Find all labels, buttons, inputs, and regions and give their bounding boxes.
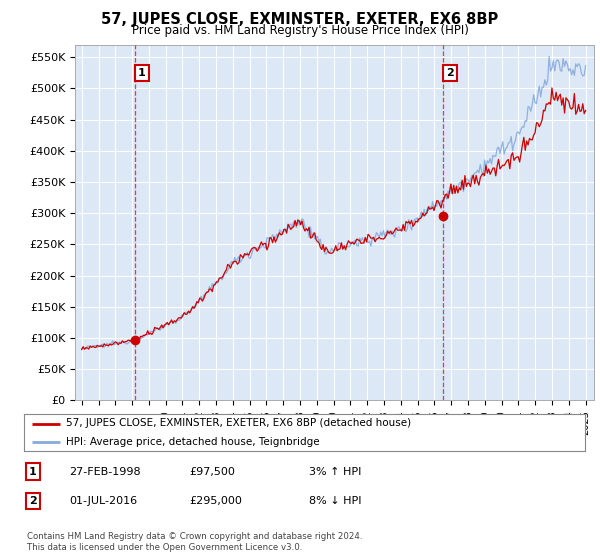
Text: 57, JUPES CLOSE, EXMINSTER, EXETER, EX6 8BP: 57, JUPES CLOSE, EXMINSTER, EXETER, EX6 … [101,12,499,27]
Text: 1: 1 [138,68,146,78]
Text: 1: 1 [29,466,37,477]
Text: 8% ↓ HPI: 8% ↓ HPI [309,496,361,506]
Text: 3% ↑ HPI: 3% ↑ HPI [309,466,361,477]
Text: £295,000: £295,000 [189,496,242,506]
Text: 2: 2 [29,496,37,506]
Text: 57, JUPES CLOSE, EXMINSTER, EXETER, EX6 8BP (detached house): 57, JUPES CLOSE, EXMINSTER, EXETER, EX6 … [66,418,411,428]
Text: This data is licensed under the Open Government Licence v3.0.: This data is licensed under the Open Gov… [27,543,302,552]
Text: 01-JUL-2016: 01-JUL-2016 [69,496,137,506]
Text: HPI: Average price, detached house, Teignbridge: HPI: Average price, detached house, Teig… [66,437,320,447]
Text: Contains HM Land Registry data © Crown copyright and database right 2024.: Contains HM Land Registry data © Crown c… [27,532,362,541]
Text: 2: 2 [446,68,454,78]
Text: £97,500: £97,500 [189,466,235,477]
Text: 27-FEB-1998: 27-FEB-1998 [69,466,140,477]
Text: Price paid vs. HM Land Registry's House Price Index (HPI): Price paid vs. HM Land Registry's House … [131,24,469,36]
